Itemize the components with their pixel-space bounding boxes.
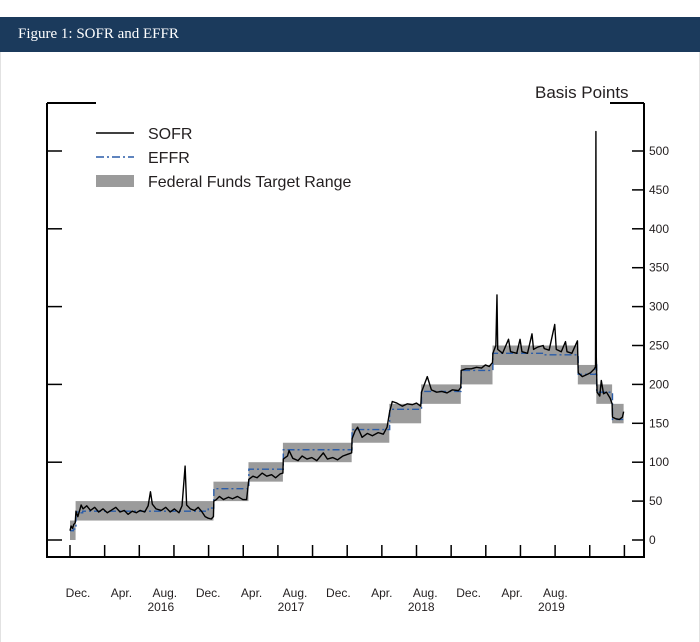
x-tick-label: Aug. bbox=[543, 586, 568, 600]
y-tick-label: 50 bbox=[649, 494, 663, 508]
legend: SOFR EFFR Federal Funds Target Range bbox=[96, 126, 351, 191]
axes: 0 50 100 150 200 250 300 350 400 450 500 Dec. Apr. Au… bbox=[46, 102, 669, 614]
figure-header: Figure 1: SOFR and EFFR bbox=[0, 17, 700, 52]
legend-range-swatch bbox=[96, 175, 134, 187]
x-tick-label: Aug. bbox=[152, 586, 177, 600]
y-tick-label: 500 bbox=[649, 144, 669, 158]
x-year-label: 2016 bbox=[147, 600, 174, 614]
x-tick-label: Dec. bbox=[196, 586, 221, 600]
x-tick-label: Dec. bbox=[66, 586, 91, 600]
y-tick-label: 200 bbox=[649, 377, 669, 391]
effr-line bbox=[70, 352, 624, 532]
target-range-box bbox=[421, 384, 461, 404]
y-axis-label: Basis Points bbox=[535, 83, 629, 102]
y-tick-label: 400 bbox=[649, 222, 669, 236]
legend-sofr-label: SOFR bbox=[148, 126, 192, 143]
target-range-box bbox=[351, 423, 390, 443]
x-tick-label: Apr. bbox=[111, 586, 132, 600]
x-tick-label: Dec. bbox=[326, 586, 351, 600]
x-tick-label: Apr. bbox=[371, 586, 392, 600]
y-tick-label: 350 bbox=[649, 261, 669, 275]
figure-title: Figure 1: SOFR and EFFR bbox=[18, 26, 179, 42]
y-tick-label: 250 bbox=[649, 339, 669, 353]
target-range-box bbox=[213, 481, 249, 502]
x-tick-label: Aug. bbox=[283, 586, 308, 600]
x-year-label: 2018 bbox=[408, 600, 435, 614]
legend-range-label: Federal Funds Target Range bbox=[148, 174, 351, 191]
x-year-label: 2019 bbox=[538, 600, 565, 614]
y-tick-label: 450 bbox=[649, 183, 669, 197]
x-tick-label: Dec. bbox=[456, 586, 481, 600]
axis-frame bbox=[46, 103, 645, 558]
y-tick-label: 0 bbox=[649, 533, 656, 547]
x-tick-label: Apr. bbox=[501, 586, 522, 600]
target-range-box bbox=[492, 345, 578, 365]
x-tick-label: Apr. bbox=[241, 586, 262, 600]
y-tick-label: 150 bbox=[649, 416, 669, 430]
series-lines bbox=[69, 130, 625, 532]
y-tick-label: 100 bbox=[649, 455, 669, 469]
sofr-line bbox=[69, 130, 625, 531]
legend-effr-label: EFFR bbox=[148, 150, 190, 167]
target-range-boxes bbox=[70, 345, 624, 540]
y-tick-label: 300 bbox=[649, 300, 669, 314]
x-tick-label: Aug. bbox=[413, 586, 438, 600]
target-range-box bbox=[389, 403, 422, 424]
x-year-label: 2017 bbox=[278, 600, 305, 614]
target-range-box bbox=[612, 403, 624, 424]
target-range-box bbox=[248, 462, 283, 482]
